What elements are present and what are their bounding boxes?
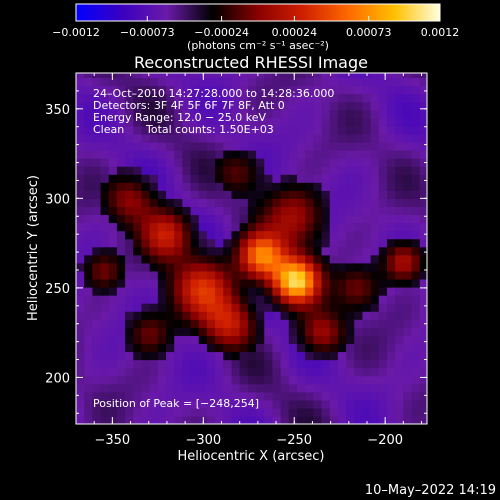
- colorbar: [75, 3, 441, 22]
- y-tick-label: 250: [45, 282, 70, 297]
- plot-frame: [75, 72, 428, 425]
- x-tick-label: −350: [95, 433, 131, 448]
- y-tick-label: 300: [45, 192, 70, 207]
- annotation-energy-range: Energy Range: 12.0 − 25.0 keV: [93, 111, 267, 124]
- y-tick-label: 200: [45, 371, 70, 386]
- annotation-detectors: Detectors: 3F 4F 5F 6F 7F 8F, Att 0: [93, 99, 285, 112]
- x-tick-label: −200: [367, 433, 403, 448]
- colorbar-units-label: (photons cm⁻² s⁻¹ asec⁻²): [187, 39, 329, 52]
- y-axis-label: Heliocentric Y (arcsec): [26, 175, 41, 321]
- date-stamp: 10–May–2022 14:19: [364, 483, 496, 498]
- axis-ticks: −350 −300 −250 −200 200 250 300 350: [45, 72, 427, 448]
- colorbar-tick-label: −0.0012: [52, 26, 100, 39]
- annotation-time-range: 24–Oct–2010 14:27:28.000 to 14:28:36.000: [93, 87, 334, 100]
- colorbar-tick-label: 0.0012: [421, 26, 460, 39]
- y-tick-label: 350: [45, 103, 70, 118]
- annotation-total-counts: Total counts: 1.50E+03: [145, 123, 274, 136]
- x-axis-label: Heliocentric X (arcsec): [178, 449, 325, 464]
- x-tick-label: −300: [185, 433, 221, 448]
- colorbar-tick-label: 0.00073: [346, 26, 392, 39]
- colorbar-tick-label: −0.00073: [120, 26, 175, 39]
- annotation-peak-position: Position of Peak = [−248,254]: [93, 397, 259, 410]
- colorbar-tick-label: 0.00024: [272, 26, 318, 39]
- chart-title: Reconstructed RHESSI Image: [134, 53, 368, 72]
- colorbar-tick-label: −0.00024: [194, 26, 249, 39]
- annotation-clean: Clean: [93, 123, 124, 136]
- heatmap-image: [76, 73, 427, 424]
- x-tick-label: −250: [276, 433, 312, 448]
- colorbar-ticks: −0.0012 −0.00073 −0.00024 0.00024 0.00073 0.0…: [52, 16, 459, 39]
